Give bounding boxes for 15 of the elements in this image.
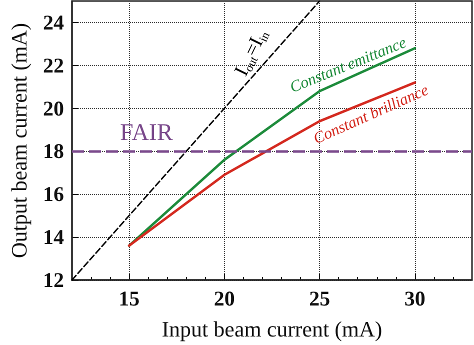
x-axis-title: Input beam current (mA) [162,316,382,342]
ref-line-label: FAIR [120,120,173,146]
x-tick-label: 30 [404,286,426,310]
y-tick-label: 20 [43,96,64,120]
y-tick-label: 14 [43,225,64,250]
y-axis-title: Output beam current (mA) [6,22,32,258]
y-tick-label: 24 [43,10,64,34]
x-tick-label: 25 [309,286,330,310]
y-tick-label: 12 [43,268,64,292]
y-tick-label: 16 [43,182,64,206]
annotation: Iout=Iin [230,29,273,80]
y-tick-label: 18 [43,139,64,164]
x-tick-label: 15 [118,286,140,310]
y-tick-label: 22 [43,53,64,78]
x-tick-label: 20 [214,286,235,310]
